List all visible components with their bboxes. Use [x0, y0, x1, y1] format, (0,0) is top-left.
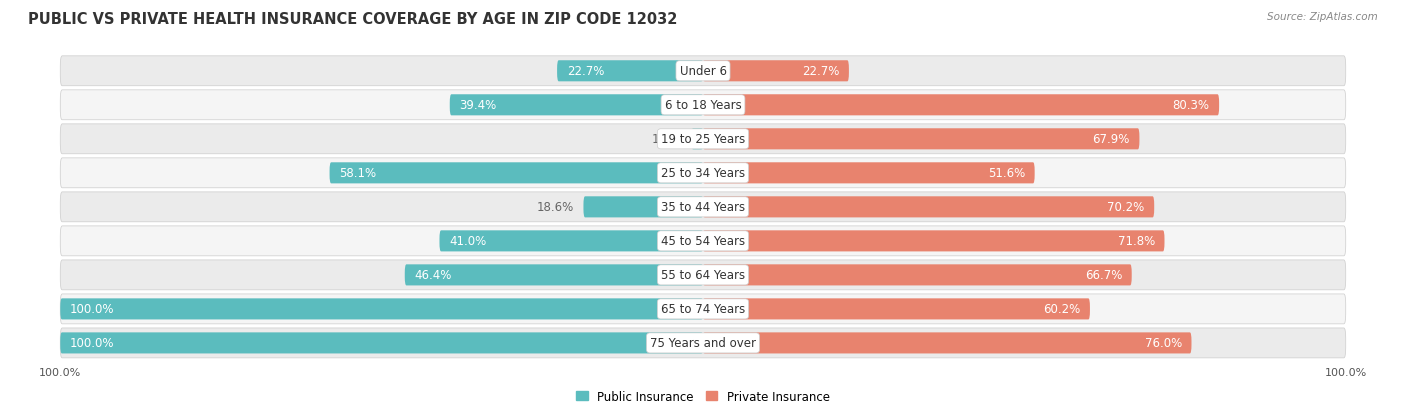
- Text: 1.8%: 1.8%: [652, 133, 682, 146]
- Text: 60.2%: 60.2%: [1043, 303, 1080, 316]
- Text: 6 to 18 Years: 6 to 18 Years: [665, 99, 741, 112]
- Text: 66.7%: 66.7%: [1084, 269, 1122, 282]
- FancyBboxPatch shape: [703, 95, 1219, 116]
- Legend: Public Insurance, Private Insurance: Public Insurance, Private Insurance: [571, 385, 835, 408]
- Text: 55 to 64 Years: 55 to 64 Years: [661, 269, 745, 282]
- Text: 45 to 54 Years: 45 to 54 Years: [661, 235, 745, 248]
- FancyBboxPatch shape: [60, 90, 1346, 121]
- Text: 39.4%: 39.4%: [460, 99, 496, 112]
- Text: 100.0%: 100.0%: [70, 337, 114, 349]
- FancyBboxPatch shape: [703, 299, 1090, 320]
- Text: 76.0%: 76.0%: [1144, 337, 1182, 349]
- Text: 51.6%: 51.6%: [988, 167, 1025, 180]
- Text: 65 to 74 Years: 65 to 74 Years: [661, 303, 745, 316]
- FancyBboxPatch shape: [557, 61, 703, 82]
- Text: Under 6: Under 6: [679, 65, 727, 78]
- FancyBboxPatch shape: [60, 294, 1346, 324]
- FancyBboxPatch shape: [703, 265, 1132, 286]
- Text: 41.0%: 41.0%: [449, 235, 486, 248]
- FancyBboxPatch shape: [329, 163, 703, 184]
- FancyBboxPatch shape: [60, 159, 1346, 188]
- FancyBboxPatch shape: [703, 61, 849, 82]
- Text: 80.3%: 80.3%: [1173, 99, 1209, 112]
- Text: 75 Years and over: 75 Years and over: [650, 337, 756, 349]
- FancyBboxPatch shape: [60, 260, 1346, 290]
- FancyBboxPatch shape: [405, 265, 703, 286]
- FancyBboxPatch shape: [450, 95, 703, 116]
- Text: 71.8%: 71.8%: [1118, 235, 1154, 248]
- Text: 67.9%: 67.9%: [1092, 133, 1130, 146]
- Text: 22.7%: 22.7%: [567, 65, 605, 78]
- Text: Source: ZipAtlas.com: Source: ZipAtlas.com: [1267, 12, 1378, 22]
- FancyBboxPatch shape: [60, 328, 1346, 358]
- FancyBboxPatch shape: [60, 125, 1346, 154]
- FancyBboxPatch shape: [583, 197, 703, 218]
- Text: 18.6%: 18.6%: [537, 201, 574, 214]
- FancyBboxPatch shape: [60, 299, 703, 320]
- Text: 19 to 25 Years: 19 to 25 Years: [661, 133, 745, 146]
- Text: 25 to 34 Years: 25 to 34 Years: [661, 167, 745, 180]
- Text: PUBLIC VS PRIVATE HEALTH INSURANCE COVERAGE BY AGE IN ZIP CODE 12032: PUBLIC VS PRIVATE HEALTH INSURANCE COVER…: [28, 12, 678, 27]
- Text: 46.4%: 46.4%: [415, 269, 451, 282]
- FancyBboxPatch shape: [60, 226, 1346, 256]
- Text: 70.2%: 70.2%: [1108, 201, 1144, 214]
- Text: 22.7%: 22.7%: [801, 65, 839, 78]
- Text: 100.0%: 100.0%: [70, 303, 114, 316]
- FancyBboxPatch shape: [703, 231, 1164, 252]
- FancyBboxPatch shape: [703, 197, 1154, 218]
- FancyBboxPatch shape: [60, 332, 703, 354]
- FancyBboxPatch shape: [692, 129, 703, 150]
- FancyBboxPatch shape: [440, 231, 703, 252]
- FancyBboxPatch shape: [703, 129, 1139, 150]
- FancyBboxPatch shape: [703, 163, 1035, 184]
- Text: 58.1%: 58.1%: [339, 167, 377, 180]
- Text: 35 to 44 Years: 35 to 44 Years: [661, 201, 745, 214]
- FancyBboxPatch shape: [60, 192, 1346, 222]
- FancyBboxPatch shape: [60, 57, 1346, 87]
- FancyBboxPatch shape: [703, 332, 1191, 354]
